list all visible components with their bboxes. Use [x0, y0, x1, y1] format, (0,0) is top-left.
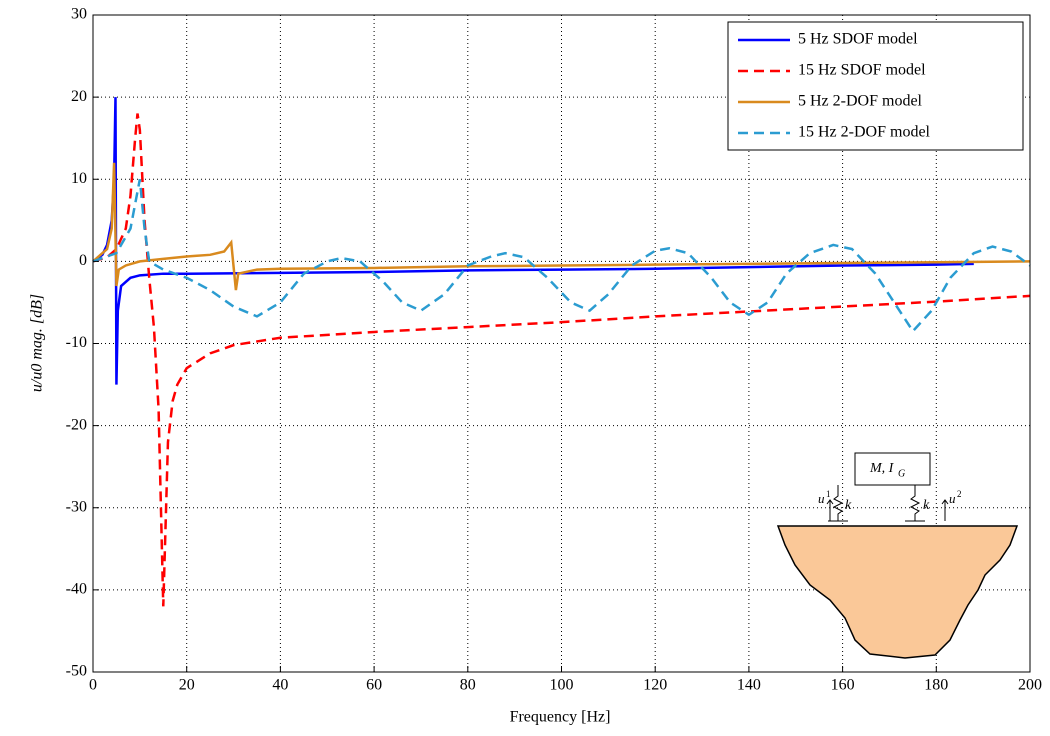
x-tick-label: 180: [924, 677, 948, 694]
x-tick-label: 120: [643, 677, 667, 694]
x-tick-label: 0: [89, 677, 97, 694]
x-axis-label: Frequency [Hz]: [510, 709, 611, 726]
y-tick-label: -50: [66, 663, 87, 680]
x-tick-label: 100: [550, 677, 574, 694]
x-tick-label: 200: [1018, 677, 1042, 694]
mass-box: [854, 452, 931, 486]
y-tick-label: -40: [66, 581, 87, 598]
x-tick-label: 60: [366, 677, 382, 694]
u2-label: u: [949, 491, 956, 506]
y-tick-label: 0: [79, 252, 87, 269]
legend-label: 5 Hz SDOF model: [798, 31, 918, 48]
y-tick-label: -30: [66, 498, 87, 515]
ground: [776, 525, 1019, 659]
u1-label: u: [818, 491, 825, 506]
spring-right: [905, 485, 925, 522]
mass-label: M, I: [869, 461, 895, 476]
legend-label: 15 Hz SDOF model: [798, 62, 926, 79]
x-tick-label: 80: [460, 677, 476, 694]
spring-left: [828, 485, 848, 522]
plot-lines: [92, 97, 1031, 607]
y-axis-label: u/u0 mag. [dB]: [29, 294, 46, 392]
series-line: [92, 113, 1031, 607]
x-tick-label: 20: [179, 677, 195, 694]
legend-label: 15 Hz 2-DOF model: [798, 124, 931, 141]
legend-box: [727, 21, 1024, 151]
mass-subscript: G: [898, 468, 905, 479]
y-tick-label: -20: [66, 416, 87, 433]
inset-diagram: M, I G u 1 k k u 2: [776, 452, 1019, 659]
series-line: [92, 179, 1031, 334]
ticks: 0 20 40 60 80 100 120 140 160 180 200-50-40-30-20-…: [66, 6, 1042, 694]
y-tick-label: -10: [66, 334, 87, 351]
y-tick-label: 10: [71, 170, 87, 187]
u1-superscript: 1: [826, 489, 831, 499]
legend: 5 Hz SDOF model 15 Hz SDOF model 5 Hz 2-DO…: [727, 21, 1024, 151]
x-tick-label: 40: [272, 677, 288, 694]
displacement-arrows: [826, 499, 949, 521]
y-tick-label: 30: [71, 6, 87, 23]
u2-superscript: 2: [957, 489, 962, 499]
y-tick-label: 20: [71, 88, 87, 105]
x-tick-label: 140: [737, 677, 761, 694]
x-tick-label: 160: [831, 677, 855, 694]
grid: [92, 14, 1031, 673]
k-left-label: k: [845, 498, 852, 513]
legend-label: 5 Hz 2-DOF model: [798, 93, 923, 110]
k-right-label: k: [923, 498, 930, 513]
series-line: [92, 162, 1031, 291]
